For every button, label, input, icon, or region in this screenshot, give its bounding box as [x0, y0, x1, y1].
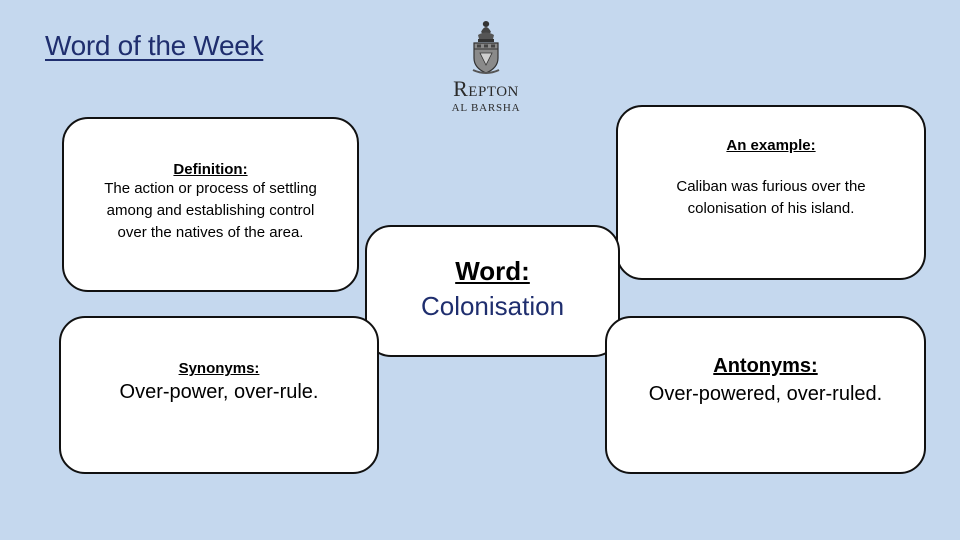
word-heading: Word: — [455, 256, 530, 286]
antonyms-card: Antonyms: Over-powered, over-ruled. — [605, 316, 926, 474]
example-card: An example: Caliban was furious over the… — [616, 105, 926, 280]
word-card: Word: Colonisation — [365, 225, 620, 357]
logo-subtitle: AL BARSHA — [451, 102, 521, 114]
definition-line-3: over the natives of the area. — [117, 224, 304, 241]
definition-heading: Definition: — [173, 161, 248, 178]
crest-icon — [472, 21, 500, 74]
page-title: Word of the Week — [45, 30, 264, 61]
example-line-2: colonisation of his island. — [687, 200, 855, 217]
synonyms-card: Synonyms: Over-power, over-rule. — [59, 316, 379, 474]
definition-line-2: among and establishing control — [106, 202, 315, 219]
antonyms-value: Over-powered, over-ruled. — [648, 383, 883, 405]
example-line-1: Caliban was furious over the — [676, 178, 866, 195]
synonyms-heading: Synonyms: — [178, 360, 260, 377]
synonyms-value: Over-power, over-rule. — [119, 381, 319, 403]
logo-wordmark: Repton — [453, 76, 519, 101]
antonyms-heading: Antonyms: — [713, 355, 818, 377]
example-heading: An example: — [726, 137, 816, 154]
definition-line-1: The action or process of settling — [104, 180, 317, 197]
school-logo: Repton AL BARSHA — [430, 18, 542, 122]
definition-card: Definition: The action or process of set… — [62, 117, 359, 292]
word-value: Colonisation — [420, 291, 565, 321]
